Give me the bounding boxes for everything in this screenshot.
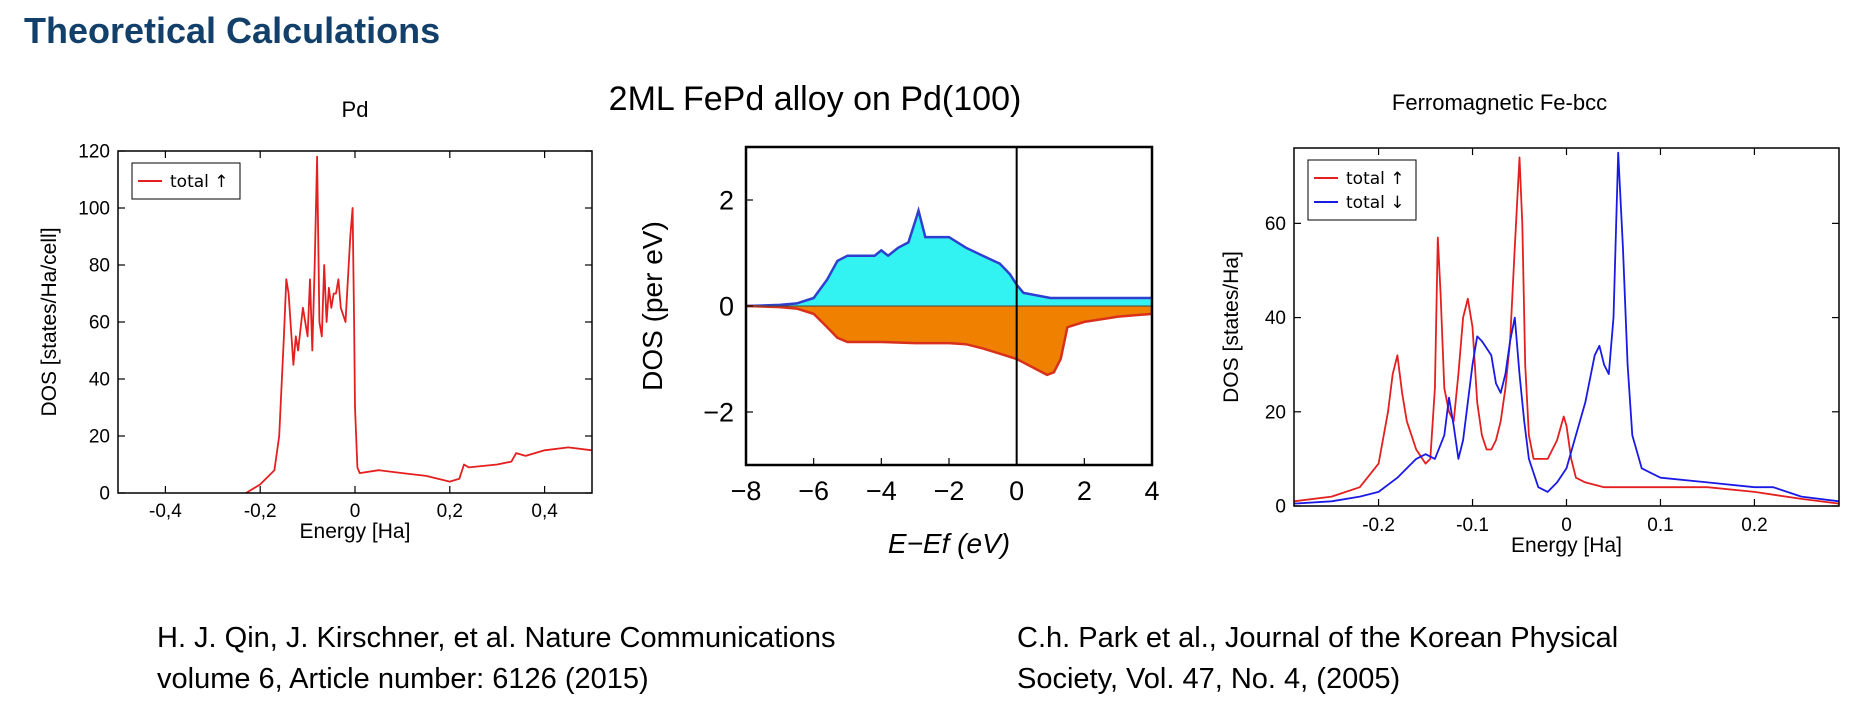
chart-0-xtick-label-2: 0 xyxy=(350,501,361,522)
citation-right-line-2: Society, Vol. 47, No. 4, (2005) xyxy=(1017,663,1401,695)
chart-2-xtick-label-3: 0.1 xyxy=(1647,515,1673,536)
chart-1-area-edge-1 xyxy=(745,304,1153,377)
chart-2-xtick-label-1: -0.1 xyxy=(1456,515,1489,536)
chart-2-xtick-label-2: 0 xyxy=(1561,515,1572,536)
chart-0-ytick-label-3: 60 xyxy=(89,313,110,334)
citation-left: H. J. Qin, J. Kirschner, et al. Nature C… xyxy=(157,618,836,700)
chart-2-legend-label-1: total ↓ xyxy=(1346,193,1405,213)
citation-right: C.h. Park et al., Journal of the Korean … xyxy=(1017,618,1618,700)
citation-left-line-1: H. J. Qin, J. Kirschner, et al. Nature C… xyxy=(157,622,836,654)
chart-1-ytick-label-0: −2 xyxy=(703,397,734,427)
chart-0-xtick-label-0: -0,4 xyxy=(149,501,182,522)
citation-left-line-2: volume 6, Article number: 6126 (2015) xyxy=(157,663,649,695)
chart-1-xtick-label-5: 2 xyxy=(1077,476,1092,506)
chart-1-ytick-label-1: 0 xyxy=(719,291,734,321)
chart-0-xlabel: Energy [Ha] xyxy=(300,520,411,543)
chart-0-xtick-label-1: -0,2 xyxy=(244,501,277,522)
citation-right-line-1: C.h. Park et al., Journal of the Korean … xyxy=(1017,622,1619,654)
chart-2-series-1 xyxy=(1293,151,1840,505)
chart-0-xtick-label-4: 0,4 xyxy=(531,501,558,522)
chart-1-xtick-label-2: −4 xyxy=(866,476,897,506)
chart-0-ytick-label-4: 80 xyxy=(89,256,110,277)
chart-2-legend-label-0: total ↑ xyxy=(1346,169,1405,189)
chart-0-ytick-label-2: 40 xyxy=(89,370,110,391)
chart-2-ytick-label-3: 60 xyxy=(1265,214,1286,235)
chart-1-area-0 xyxy=(746,210,1152,306)
chart-2-ytick-label-2: 40 xyxy=(1265,308,1286,329)
chart-1-xtick-label-1: −6 xyxy=(798,476,829,506)
chart-0-xtick-label-3: 0,2 xyxy=(437,501,463,522)
chart-1-title: 2ML FePd alloy on Pd(100) xyxy=(609,80,1022,118)
chart-1-xtick-label-4: 0 xyxy=(1009,476,1024,506)
chart-2-ytick-label-1: 20 xyxy=(1265,402,1286,423)
chart-0-ytick-label-5: 100 xyxy=(78,199,110,220)
chart-0-ylabel: DOS [states/Ha/cell] xyxy=(38,227,61,416)
chart-2-ylabel: DOS [states/Ha] xyxy=(1220,251,1243,403)
chart-1-area-edge-0 xyxy=(745,206,1152,308)
chart-1-xtick-label-6: 4 xyxy=(1144,476,1159,506)
chart-2-xlabel: Energy [Ha] xyxy=(1511,534,1622,557)
chart-1-xlabel: E−Ef (eV) xyxy=(888,528,1010,559)
chart-0-ytick-label-1: 20 xyxy=(89,427,110,448)
chart-2-title: Ferromagnetic Fe-bcc xyxy=(1392,90,1607,115)
chart-2-legend xyxy=(1307,159,1417,221)
chart-2-xtick-label-4: 0.2 xyxy=(1741,515,1767,536)
chart-0-title: Pd xyxy=(342,97,369,122)
slide-title: Theoretical Calculations xyxy=(24,10,441,51)
chart-1-ytick-label-2: 2 xyxy=(719,185,734,215)
chart-0-series-0 xyxy=(245,155,593,494)
chart-2-xtick-label-0: -0.2 xyxy=(1362,515,1395,536)
chart-0-ytick-label-0: 0 xyxy=(99,484,110,505)
chart-1-xtick-label-0: −8 xyxy=(731,476,762,506)
chart-1-area-1 xyxy=(746,306,1152,375)
chart-0-legend-label-0: total ↑ xyxy=(170,172,229,192)
chart-1-ylabel: DOS (per eV) xyxy=(637,221,668,391)
chart-0-ytick-label-6: 120 xyxy=(78,142,110,163)
chart-2-ytick-label-0: 0 xyxy=(1275,497,1286,518)
chart-1-xtick-label-3: −2 xyxy=(934,476,965,506)
